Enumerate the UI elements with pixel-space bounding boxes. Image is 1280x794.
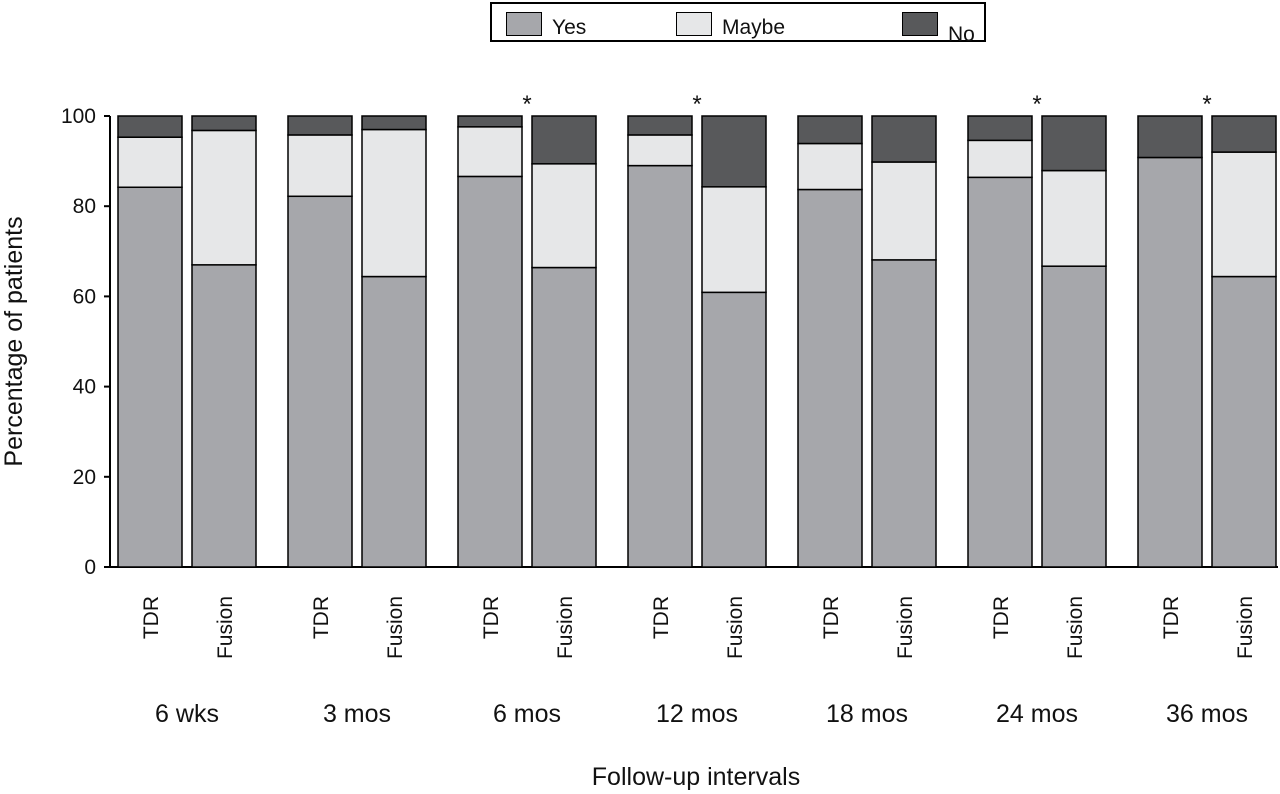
bar-36-mos-fusion-yes [1211, 275, 1277, 568]
y-tick-label-100: 100 [61, 105, 96, 128]
bar-18-mos-tdr-maybe [797, 142, 863, 191]
bar-label-24-mos-fusion: Fusion [1064, 596, 1087, 659]
group-label-6-mos: 6 mos [493, 700, 561, 728]
bar-18-mos-tdr-no [797, 115, 863, 145]
bar-label-6-mos-tdr: TDR [480, 596, 503, 639]
legend: Yes Maybe No [490, 2, 986, 46]
bar-6-wks-tdr-no [117, 115, 183, 138]
bar-3-mos-fusion-yes [361, 275, 427, 568]
group-label-12-mos: 12 mos [656, 700, 738, 728]
significance-marker-6-mos: * [522, 91, 531, 118]
bar-24-mos-tdr-yes [967, 176, 1033, 568]
legend-swatch-no [902, 12, 938, 36]
significance-marker-36-mos: * [1202, 91, 1211, 118]
bar-6-wks-tdr-yes [117, 186, 183, 568]
bar-24-mos-fusion-maybe [1041, 169, 1107, 267]
bar-18-mos-fusion-maybe [871, 161, 937, 261]
bar-24-mos-fusion-no [1041, 115, 1107, 172]
bar-12-mos-fusion-no [701, 115, 767, 188]
bar-12-mos-fusion-yes [701, 291, 767, 568]
legend-swatch-maybe [676, 12, 712, 36]
bar-3-mos-fusion-maybe [361, 128, 427, 278]
y-tick-label-80: 80 [73, 195, 96, 218]
bar-6-wks-fusion-maybe [191, 129, 257, 266]
x-axis-label: Follow-up intervals [592, 763, 800, 791]
bar-label-6-wks-fusion: Fusion [214, 596, 237, 659]
bar-6-wks-fusion-no [191, 115, 257, 132]
y-axis-label: Percentage of patients [0, 216, 28, 466]
bar-label-12-mos-fusion: Fusion [724, 596, 747, 659]
legend-swatch-yes [506, 12, 542, 36]
bar-18-mos-fusion-no [871, 115, 937, 163]
bar-36-mos-fusion-no [1211, 115, 1277, 153]
group-label-36-mos: 36 mos [1166, 700, 1248, 728]
group-label-18-mos: 18 mos [826, 700, 908, 728]
bar-18-mos-tdr-yes [797, 188, 863, 568]
bar-3-mos-tdr-yes [287, 195, 353, 568]
bar-6-mos-fusion-yes [531, 266, 597, 568]
y-tick-label-40: 40 [73, 376, 96, 399]
bar-24-mos-fusion-yes [1041, 265, 1107, 568]
bar-36-mos-tdr-no [1137, 115, 1203, 159]
bar-label-18-mos-tdr: TDR [820, 596, 843, 639]
bar-6-mos-fusion-no [531, 115, 597, 165]
bar-3-mos-tdr-no [287, 115, 353, 136]
bar-label-12-mos-tdr: TDR [650, 596, 673, 639]
bar-24-mos-tdr-no [967, 115, 1033, 142]
bar-label-3-mos-fusion: Fusion [384, 596, 407, 659]
bar-label-36-mos-fusion: Fusion [1234, 596, 1257, 659]
bar-3-mos-fusion-no [361, 115, 427, 131]
bar-label-3-mos-tdr: TDR [310, 596, 333, 639]
bar-label-6-wks-tdr: TDR [140, 596, 163, 639]
bar-18-mos-fusion-yes [871, 259, 937, 568]
bar-12-mos-fusion-maybe [701, 186, 767, 294]
group-label-24-mos: 24 mos [996, 700, 1078, 728]
significance-marker-24-mos: * [1032, 91, 1041, 118]
significance-marker-12-mos: * [692, 91, 701, 118]
bar-label-24-mos-tdr: TDR [990, 596, 1013, 639]
bar-label-6-mos-fusion: Fusion [554, 596, 577, 659]
bar-12-mos-tdr-maybe [627, 134, 693, 167]
bar-24-mos-tdr-maybe [967, 139, 1033, 179]
bar-12-mos-tdr-yes [627, 164, 693, 568]
bar-6-wks-tdr-maybe [117, 136, 183, 189]
bar-label-18-mos-fusion: Fusion [894, 596, 917, 659]
bar-6-wks-fusion-yes [191, 264, 257, 568]
y-tick-label-20: 20 [73, 466, 96, 489]
bar-6-mos-tdr-yes [457, 175, 523, 568]
bar-6-mos-fusion-maybe [531, 163, 597, 269]
bar-6-mos-tdr-no [457, 115, 523, 128]
bar-label-36-mos-tdr: TDR [1160, 596, 1183, 639]
bar-6-mos-tdr-maybe [457, 126, 523, 178]
bar-3-mos-tdr-maybe [287, 134, 353, 198]
group-label-3-mos: 3 mos [323, 700, 391, 728]
legend-label-yes: Yes [552, 16, 587, 39]
legend-label-maybe: Maybe [722, 16, 786, 39]
bar-36-mos-fusion-maybe [1211, 151, 1277, 278]
group-label-6-wks: 6 wks [155, 700, 219, 728]
y-tick-label-0: 0 [84, 556, 96, 579]
bar-12-mos-tdr-no [627, 115, 693, 136]
y-tick-label-60: 60 [73, 285, 96, 308]
legend-label-no: No [948, 23, 975, 46]
bar-36-mos-tdr-yes [1137, 156, 1203, 568]
